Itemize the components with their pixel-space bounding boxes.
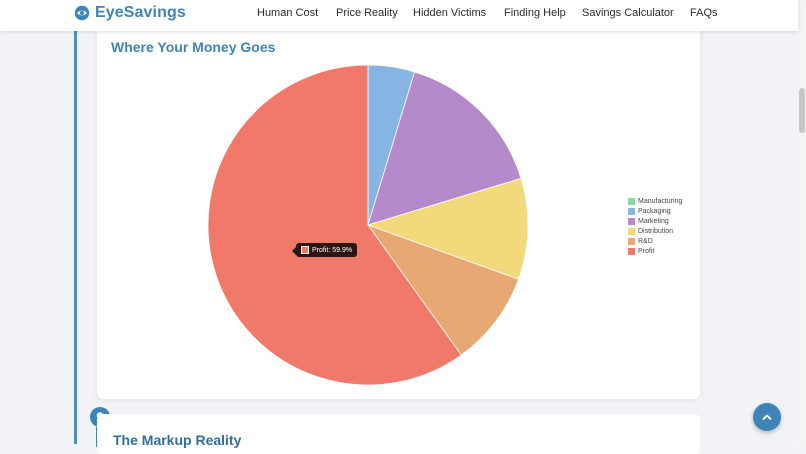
pie-slice-distribution[interactable] (366, 177, 529, 280)
tooltip-text: Profit: 59.9% (312, 246, 353, 254)
legend-swatch (628, 247, 635, 255)
legend-label: Marketing (638, 217, 669, 225)
scrollbar-track[interactable] (798, 0, 806, 444)
nav-price-reality[interactable]: Price Reality (336, 7, 398, 19)
legend-label: Profit (638, 247, 655, 255)
nav-savings-calculator[interactable]: Savings Calculator (582, 7, 674, 19)
back-to-top-button[interactable] (753, 403, 781, 431)
scrollbar-thumb[interactable] (799, 88, 805, 133)
legend-swatch (628, 237, 635, 245)
legend-item-marketing[interactable]: Marketing (628, 216, 682, 226)
nav-human-cost[interactable]: Human Cost (257, 7, 319, 19)
legend-swatch (628, 197, 635, 205)
legend-label: Distribution (638, 227, 674, 235)
legend-item-distribution[interactable]: Distribution (628, 226, 682, 236)
brand-name: EyeSavings (95, 4, 186, 21)
pie-slice-profit[interactable] (207, 64, 462, 386)
pie-slice-r-d[interactable] (366, 224, 520, 356)
legend-swatch (628, 207, 635, 215)
tooltip-swatch (301, 246, 309, 254)
legend-item-manufacturing[interactable]: Manufacturing (628, 196, 682, 206)
timeline-line (74, 0, 77, 444)
chart-card: Where Your Money Goes Manufacturing Packa… (97, 20, 700, 399)
legend-label: Packaging (638, 207, 671, 215)
next-section-title: The Markup Reality (113, 432, 242, 448)
top-navbar: EyeSavings Human Cost Price Reality Hidd… (0, 0, 798, 31)
legend-swatch (628, 227, 635, 235)
legend-item-packaging[interactable]: Packaging (628, 206, 682, 216)
nav-finding-help[interactable]: Finding Help (504, 7, 566, 19)
pie-chart (207, 64, 529, 386)
brand[interactable]: EyeSavings (74, 4, 186, 22)
pie-slice-marketing[interactable] (367, 71, 522, 226)
legend-swatch (628, 217, 635, 225)
section-title: Where Your Money Goes (111, 39, 276, 55)
chevron-up-icon (762, 414, 772, 420)
legend-item-profit[interactable]: Profit (628, 246, 682, 256)
legend-label: R&D (638, 237, 653, 245)
nav-faqs[interactable]: FAQs (690, 7, 718, 19)
legend-item-r-d[interactable]: R&D (628, 236, 682, 246)
chart-legend: Manufacturing Packaging Marketing Distribut… (628, 196, 682, 256)
markup-card: The Markup Reality (97, 414, 700, 454)
legend-label: Manufacturing (638, 197, 683, 205)
nav-hidden-victims[interactable]: Hidden Victims (413, 7, 487, 19)
eye-icon (74, 5, 90, 21)
chart-tooltip: Profit: 59.9% (291, 243, 358, 257)
